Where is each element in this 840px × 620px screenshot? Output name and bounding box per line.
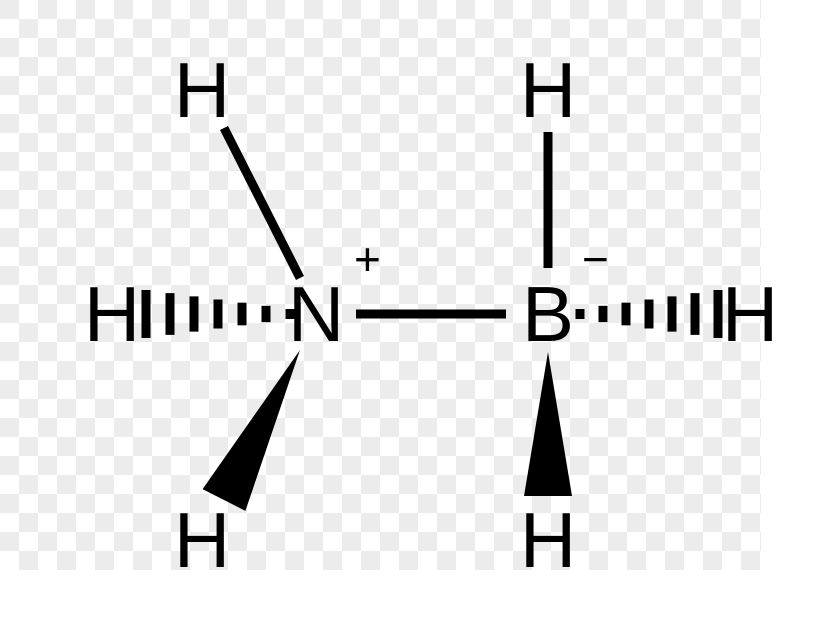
atom-h-n-top: H — [174, 51, 230, 129]
atom-h-n-bottom: H — [174, 501, 230, 579]
charge-n-plus: + — [354, 236, 381, 282]
atom-h-b-bottom: H — [520, 501, 576, 579]
atom-h-b-top: H — [520, 51, 576, 129]
atom-nitrogen: N — [288, 275, 344, 353]
charge-b-minus: − — [582, 236, 609, 282]
atom-boron: B — [522, 275, 574, 353]
atom-h-left: H — [84, 275, 140, 353]
atom-h-right: H — [722, 275, 778, 353]
